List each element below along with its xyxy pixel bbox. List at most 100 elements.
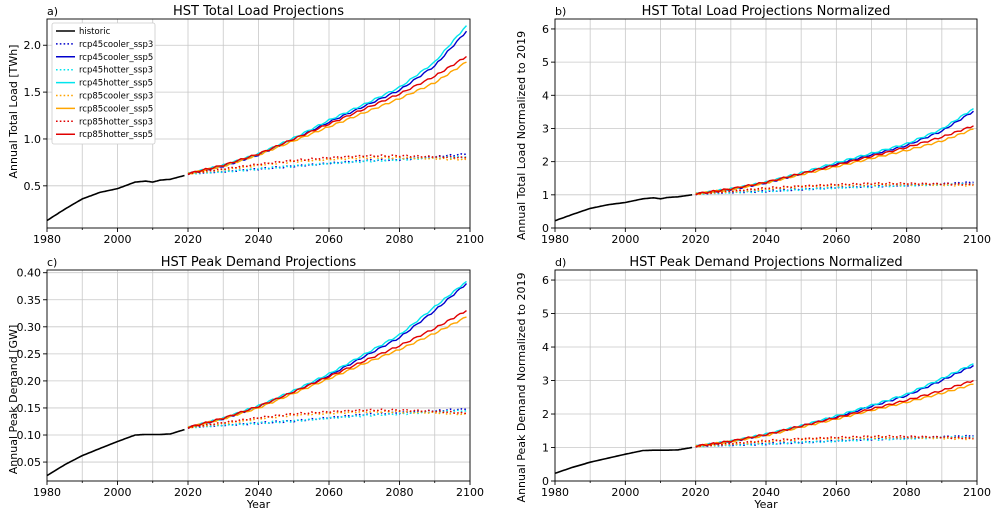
panel-letter: d): [555, 256, 566, 269]
x-tick-label: 1980: [33, 486, 61, 499]
x-tick-label: 2100: [456, 233, 484, 246]
legend-label: rcp85hotter_ssp3: [79, 117, 153, 127]
y-tick-label: 0.25: [17, 348, 42, 361]
y-tick-label: 1: [542, 189, 549, 202]
x-tick-label: 2060: [822, 486, 850, 499]
legend-label: rcp85cooler_ssp3: [79, 92, 153, 102]
chart-title: HST Total Load Projections: [173, 4, 344, 19]
legend-label: rcp85cooler_ssp5: [79, 104, 153, 114]
x-tick-label: 1980: [33, 233, 61, 246]
series-line-rcp85hotter_ssp3: [695, 434, 974, 448]
x-tick-label: 2080: [893, 486, 921, 499]
chart-panel-1: 1980 2000 2020 2040 2060 2080 2100 0 1 2 3 4 5 6 HST T…: [515, 4, 991, 246]
x-tick-label: 2060: [822, 233, 850, 246]
y-tick-label: 0: [542, 222, 549, 235]
y-axis-label: Annual Peak Demand Normalized to 2019: [515, 273, 528, 503]
y-tick-label: 1.5: [24, 86, 42, 99]
chart-title: HST Total Load Projections Normalized: [642, 4, 891, 19]
series-line-rcp45cooler_ssp5: [187, 30, 468, 176]
y-tick-label: 0.5: [24, 180, 42, 193]
series-line-rcp85hotter_ssp3: [695, 181, 974, 196]
x-tick-label: 2080: [386, 486, 414, 499]
y-axis-label: Annual Total Load Normalized to 2019: [515, 31, 528, 240]
y-tick-label: 0.40: [17, 267, 42, 280]
series-line-rcp85hotter_ssp5: [187, 55, 467, 176]
legend-label: rcp85hotter_ssp5: [79, 130, 153, 140]
chart-title: HST Peak Demand Projections Normalized: [629, 255, 902, 270]
x-tick-label: 1980: [541, 486, 569, 499]
legend: historic rcp45cooler_ssp3 rcp45cooler_ssp5…: [51, 22, 156, 145]
series-line-rcp45hotter_ssp5: [695, 363, 974, 447]
legend-label: rcp45hotter_ssp5: [79, 79, 153, 89]
series-line-historic: [554, 446, 693, 475]
x-tick-label: 2020: [682, 486, 710, 499]
legend-label: rcp45cooler_ssp3: [79, 40, 153, 50]
y-tick-label: 5: [542, 56, 549, 69]
x-tick-label: 2040: [245, 233, 273, 246]
x-tick-label: 2040: [752, 233, 780, 246]
y-tick-label: 2: [542, 156, 549, 169]
y-tick-label: 0.35: [17, 294, 42, 307]
y-tick-label: 0.20: [17, 375, 42, 388]
series-line-rcp85hotter_ssp5: [695, 125, 974, 196]
series-line-historic: [554, 194, 693, 222]
y-tick-label: 1.0: [24, 133, 42, 146]
x-tick-label: 2020: [682, 233, 710, 246]
y-axis-label: Annual Total Load [TWh]: [7, 45, 20, 179]
chart-panel-3: 1980 2000 2020 2040 2060 2080 2100 0 1 2 3 4 5 6 HST P…: [515, 255, 991, 511]
y-tick-label: 5: [542, 308, 549, 321]
series-line-rcp45hotter_ssp5: [187, 280, 467, 428]
series-line-rcp45hotter_ssp5: [187, 25, 468, 174]
y-tick-label: 2: [542, 408, 549, 421]
x-tick-label: 2000: [104, 233, 132, 246]
y-tick-label: 3: [542, 122, 549, 135]
y-tick-label: 6: [542, 274, 549, 287]
series-line-rcp45hotter_ssp5: [695, 107, 974, 195]
series-line-rcp45cooler_ssp5: [695, 364, 974, 448]
legend-label: rcp45hotter_ssp3: [79, 66, 153, 76]
x-tick-label: 2100: [963, 486, 991, 499]
y-tick-label: 0.10: [17, 429, 42, 442]
legend-label: rcp45cooler_ssp5: [79, 53, 153, 63]
legend-box: [51, 22, 156, 145]
series-line-rcp85hotter_ssp5: [695, 379, 974, 448]
x-tick-label: 2040: [245, 486, 273, 499]
x-tick-label: 2020: [174, 233, 202, 246]
panel-letter: c): [47, 256, 57, 269]
series-line-rcp85hotter_ssp5: [187, 310, 467, 429]
x-tick-label: 2060: [315, 233, 343, 246]
y-tick-label: 0.30: [17, 321, 42, 334]
chart-title: HST Peak Demand Projections: [161, 255, 357, 270]
x-tick-label: 1980: [541, 233, 569, 246]
y-tick-label: 3: [542, 375, 549, 388]
x-tick-label: 2000: [104, 486, 132, 499]
series-line-rcp45cooler_ssp5: [695, 110, 974, 196]
panel-letter: b): [555, 5, 566, 18]
chart-panel-2: 1980 2000 2020 2040 2060 2080 2100 0.05 0.10 0.15…: [7, 255, 484, 511]
x-tick-label: 2020: [174, 486, 202, 499]
x-tick-label: 2040: [752, 486, 780, 499]
x-tick-label: 2080: [893, 233, 921, 246]
y-tick-label: 2.0: [24, 39, 42, 52]
x-tick-label: 2080: [386, 233, 414, 246]
y-tick-label: 0.15: [17, 402, 42, 415]
x-tick-label: 2100: [963, 233, 991, 246]
series-line-historic: [46, 428, 185, 477]
x-axis-label: Year: [753, 498, 778, 511]
y-axis-label: Annual Peak Demand [GW]: [7, 325, 20, 474]
y-tick-label: 1: [542, 442, 549, 455]
x-tick-label: 2060: [315, 486, 343, 499]
x-axis-label: Year: [246, 498, 271, 511]
y-tick-label: 6: [542, 23, 549, 36]
series-line-rcp45cooler_ssp5: [187, 283, 468, 429]
series-line-historic: [46, 174, 185, 222]
panel-letter: a): [47, 5, 58, 18]
y-tick-label: 4: [542, 89, 549, 102]
chart-panel-0: 1980 2000 2020 2040 2060 2080 2100 0.5 1.0 1.5 2.0…: [7, 4, 484, 246]
y-tick-label: 0: [542, 475, 549, 488]
x-tick-label: 2000: [611, 486, 639, 499]
x-tick-label: 2000: [611, 233, 639, 246]
y-tick-label: 0.05: [17, 456, 42, 469]
legend-label: historic: [79, 27, 111, 37]
